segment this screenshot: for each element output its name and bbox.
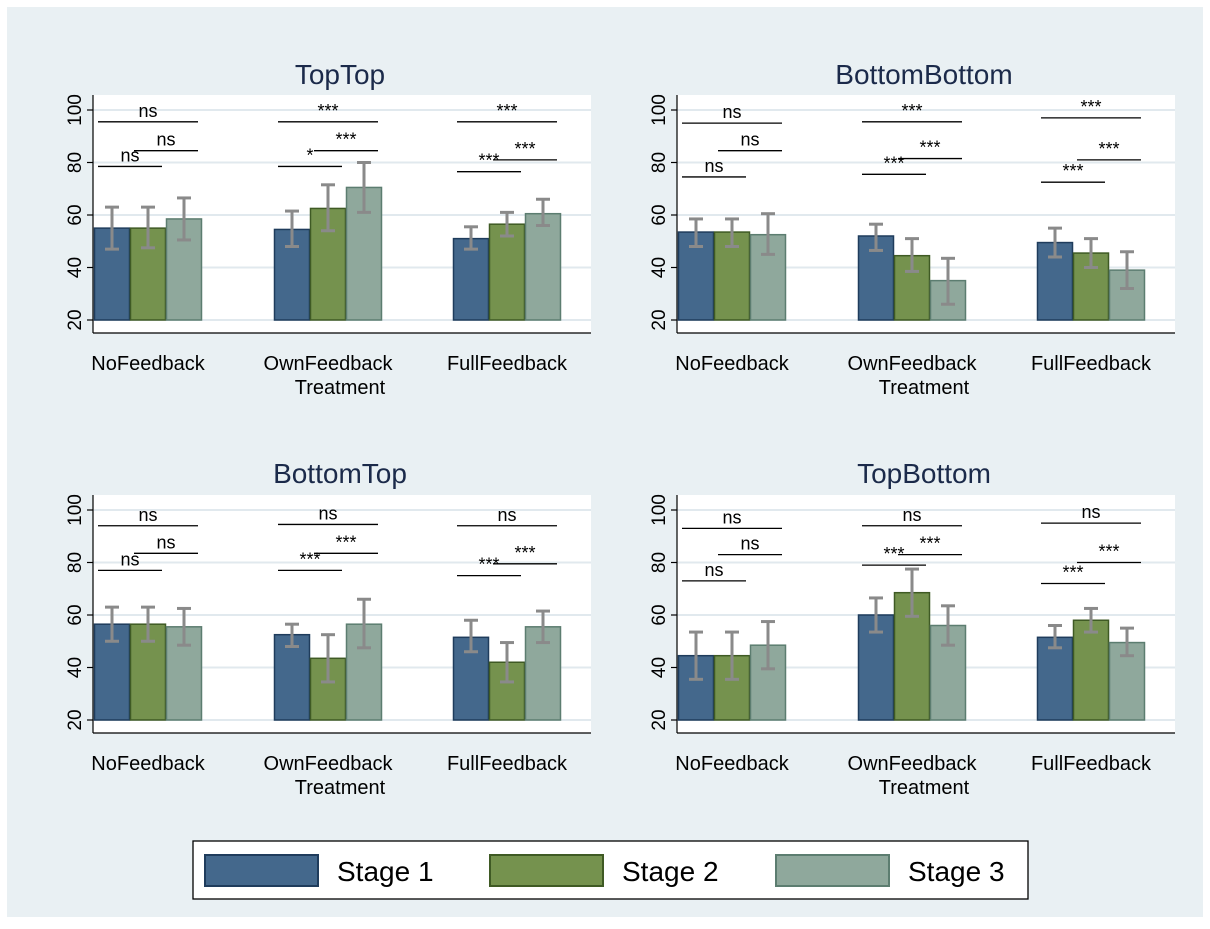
significance-label: ***	[901, 101, 922, 121]
x-tick-label: NoFeedback	[675, 353, 789, 375]
y-tick-label: 20	[649, 309, 670, 330]
significance-label: ***	[335, 130, 356, 150]
chart-panel-2: 20 40 60 80 100 BottomBottom NoFeedback OwnFeed…	[649, 59, 1175, 399]
x-tick-label: NoFeedback	[675, 753, 789, 775]
chart-title: BottomBottom	[835, 59, 1012, 90]
significance-label: ***	[1098, 542, 1119, 562]
x-tick-label: FullFeedback	[447, 753, 568, 775]
chart-title: BottomTop	[273, 458, 407, 489]
x-tick-label: OwnFeedback	[848, 353, 978, 375]
significance-label: ns	[1081, 502, 1100, 522]
x-tick-label: NoFeedback	[91, 353, 205, 375]
bar	[273, 633, 311, 721]
significance-label: ***	[335, 532, 356, 552]
significance-label: ***	[317, 101, 338, 121]
significance-label: ns	[722, 102, 741, 122]
x-tick-label: OwnFeedback	[264, 353, 394, 375]
y-tick-label: 40	[649, 657, 670, 678]
significance-label: ***	[299, 549, 320, 569]
bar	[677, 654, 715, 721]
x-tick-label: FullFeedback	[1031, 753, 1152, 775]
chart-title: TopBottom	[857, 458, 991, 489]
significance-label: ***	[919, 138, 940, 158]
significance-label: ***	[1062, 161, 1083, 181]
legend-key	[775, 854, 890, 887]
x-tick-label: NoFeedback	[91, 753, 205, 775]
y-tick-label: 100	[649, 94, 670, 126]
significance-label: ***	[919, 534, 940, 554]
y-tick-label: 60	[649, 204, 670, 225]
significance-label: ***	[514, 543, 535, 563]
chart-panels: 20 40 60 80 100 TopTop NoFeedback OwnFeedback Fu…	[65, 59, 1175, 799]
y-tick-label: 100	[649, 494, 670, 526]
chart-panel-4: 20 40 60 80 100 TopBottom NoFeedback OwnFeedbac…	[649, 458, 1175, 799]
significance-label: ***	[478, 151, 499, 171]
significance-label: *	[306, 145, 313, 165]
y-tick-label: 20	[649, 709, 670, 730]
y-tick-label: 40	[65, 657, 86, 678]
significance-label: ns	[704, 156, 723, 176]
significance-label: ***	[514, 139, 535, 159]
bar	[524, 212, 562, 321]
legend-label: Stage 3	[908, 856, 1005, 887]
legend-key	[489, 854, 604, 887]
y-tick-label: 80	[65, 152, 86, 173]
significance-label: ***	[1062, 563, 1083, 583]
x-axis-label: Treatment	[295, 777, 386, 799]
y-tick-label: 20	[65, 309, 86, 330]
significance-label: ns	[740, 534, 759, 554]
y-tick-label: 40	[649, 257, 670, 278]
legend: Stage 1 Stage 2 Stage 3	[192, 840, 1029, 900]
significance-label: ns	[138, 505, 157, 525]
y-tick-label: 80	[649, 152, 670, 173]
legend-key	[204, 854, 319, 887]
significance-label: ***	[496, 101, 517, 121]
y-tick-label: 40	[65, 257, 86, 278]
significance-label: ***	[1098, 139, 1119, 159]
y-tick-label: 80	[65, 552, 86, 573]
chart-panel-1: 20 40 60 80 100 TopTop NoFeedback OwnFeedback Fu…	[65, 59, 591, 399]
significance-label: ns	[740, 130, 759, 150]
y-tick-label: 60	[65, 204, 86, 225]
significance-label: ns	[156, 130, 175, 150]
x-tick-label: FullFeedback	[1031, 353, 1152, 375]
x-tick-label: OwnFeedback	[264, 753, 394, 775]
y-tick-label: 20	[65, 709, 86, 730]
bar	[452, 237, 490, 321]
x-tick-label: OwnFeedback	[848, 753, 978, 775]
bar	[488, 223, 526, 321]
legend-label: Stage 1	[337, 856, 434, 887]
bar	[1036, 636, 1074, 721]
x-axis-label: Treatment	[295, 377, 386, 399]
significance-label: ns	[138, 101, 157, 121]
significance-label: ***	[478, 555, 499, 575]
significance-label: ***	[883, 544, 904, 564]
x-axis-label: Treatment	[879, 377, 970, 399]
significance-label: ***	[883, 153, 904, 173]
chart-title: TopTop	[295, 59, 385, 90]
significance-label: ns	[120, 549, 139, 569]
chart-panel-3: 20 40 60 80 100 BottomTop NoFeedback OwnFeedbac…	[65, 458, 591, 799]
significance-label: ***	[1080, 97, 1101, 117]
significance-label: ns	[902, 505, 921, 525]
significance-label: ns	[120, 145, 139, 165]
significance-label: ns	[704, 560, 723, 580]
significance-label: ns	[318, 503, 337, 523]
x-tick-label: FullFeedback	[447, 353, 568, 375]
significance-label: ns	[722, 507, 741, 527]
y-tick-label: 60	[65, 604, 86, 625]
significance-label: ns	[497, 505, 516, 525]
significance-label: ns	[156, 532, 175, 552]
y-tick-label: 100	[65, 94, 86, 126]
y-tick-label: 60	[649, 604, 670, 625]
legend-label: Stage 2	[622, 856, 719, 887]
y-tick-label: 80	[649, 552, 670, 573]
x-axis-label: Treatment	[879, 777, 970, 799]
bar	[1072, 619, 1110, 721]
y-tick-label: 100	[65, 494, 86, 526]
